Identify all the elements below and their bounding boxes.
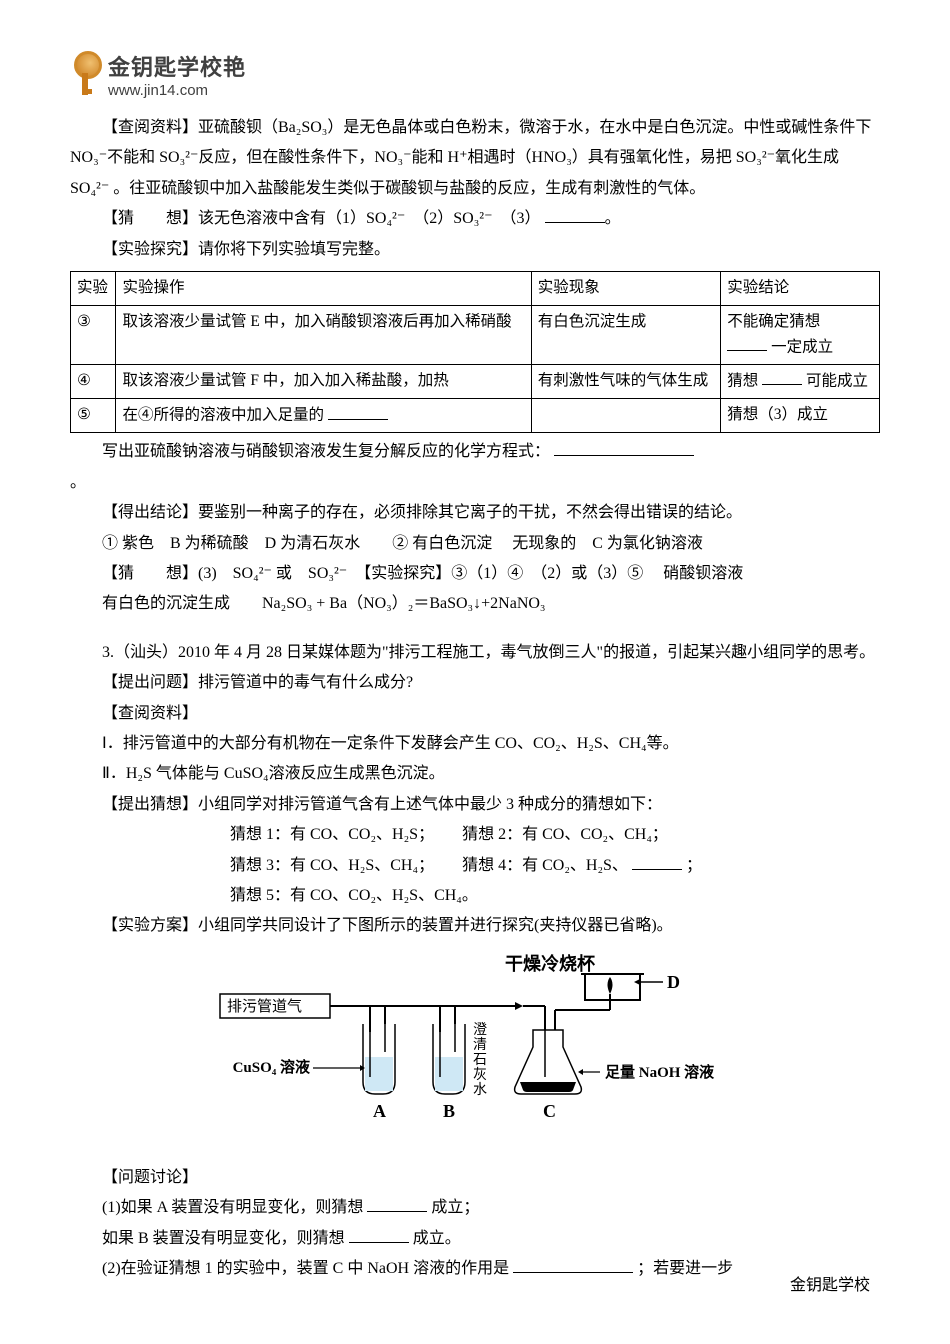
cai3: 猜想 3：有 CO、H₂S、CH₄； — [230, 857, 426, 874]
th-concl: 实验结论 — [721, 271, 880, 305]
c-label: 足量 NaOH 溶液 — [605, 1063, 715, 1081]
blank-concl-4 — [762, 369, 802, 386]
mark-C: C — [543, 1101, 556, 1121]
experiment-table: 实验 实验操作 实验现象 实验结论 ③ 取该溶液少量试管 E 中，加入硝酸钡溶液… — [70, 271, 880, 433]
answer-line-2: 【猜 想】(3) SO₄²⁻ 或 SO₃²⁻ 【实验探究】③（1）④ （2）或（… — [70, 559, 880, 589]
q3-d2: (2)在验证猜想 1 的实验中，装置 C 中 NaOH 溶液的作用是 ；若要进一… — [70, 1254, 880, 1284]
blank-d1c — [349, 1226, 409, 1243]
paragraph-shiyan-intro: 【实验探究】请你将下列实验填写完整。 — [70, 235, 880, 265]
th-phenom: 实验现象 — [531, 271, 720, 305]
b-right-label: 澄 清 石 灰 水 — [473, 1022, 491, 1098]
caixiang-text: 【猜 想】该无色溶液中含有（1）SO₄²⁻ （2）SO₃²⁻ （3） — [102, 210, 541, 227]
blank-concl-3 — [727, 335, 767, 352]
answer-line-3: 有白色的沉淀生成 Na₂SO₃ + Ba（NO₃）₂＝BaSO₃↓+2NaNO₃ — [70, 589, 880, 619]
table-row: ⑤ 在④所得的溶液中加入足量的 猜想（3）成立 — [71, 399, 880, 433]
table-row: ③ 取该溶液少量试管 E 中，加入硝酸钡溶液后再加入稀硝酸 有白色沉淀生成 不能… — [71, 305, 880, 364]
mark-A: A — [373, 1101, 386, 1121]
cell-op: 取该溶液少量试管 F 中，加入加入稀盐酸，加热 — [116, 364, 531, 398]
th-num: 实验 — [71, 271, 116, 305]
q3-intro: 3.（汕头）2010 年 4 月 28 日某媒体题为"排污工程施工，毒气放倒三人… — [70, 638, 880, 668]
concl-text-b: 可能成立 — [806, 372, 868, 389]
cell-concl: 不能确定猜想 一定成立 — [721, 305, 880, 364]
diagram-title: 干燥冷烧杯 — [505, 953, 596, 974]
q3-II: Ⅱ．H₂S 气体能与 CuSO₄溶液反应生成黑色沉淀。 — [70, 759, 880, 789]
q3-scheme: 【实验方案】小组同学共同设计了下图所示的装置并进行探究(夹持仪器已省略)。 — [70, 911, 880, 941]
q3-cai-row2: 猜想 3：有 CO、H₂S、CH₄； 猜想 4：有 CO₂、H₂S、 ； — [70, 851, 880, 881]
paragraph-conclusion: 【得出结论】要鉴别一种离子的存在，必须排除其它离子的干扰，不然会得出错误的结论。 — [70, 498, 880, 528]
q3-I: Ⅰ．排污管道中的大部分有机物在一定条件下发酵会产生 CO、CO₂、H₂S、CH₄… — [70, 729, 880, 759]
cell-num: ④ — [71, 364, 116, 398]
mark-D: D — [667, 972, 680, 992]
blank-equation — [554, 439, 694, 456]
q3-chayue: 【查阅资料】 — [70, 699, 880, 729]
cai4a: 猜想 4：有 CO₂、H₂S、 — [462, 857, 628, 874]
paragraph-caixiang: 【猜 想】该无色溶液中含有（1）SO₄²⁻ （2）SO₃²⁻ （3） 。 — [70, 204, 880, 234]
cell-phenom — [531, 399, 720, 433]
cell-concl: 猜想（3）成立 — [721, 399, 880, 433]
blank-op-5 — [328, 403, 388, 420]
table-row: ④ 取该溶液少量试管 F 中，加入加入稀盐酸，加热 有刺激性气味的气体生成 猜想… — [71, 364, 880, 398]
cai4b: ； — [686, 857, 702, 874]
period-line: 。 — [70, 468, 880, 498]
key-icon — [70, 51, 102, 99]
d1b: 成立； — [431, 1199, 479, 1216]
cell-phenom: 有白色沉淀生成 — [531, 305, 720, 364]
q3-discuss: 【问题讨论】 — [70, 1163, 880, 1193]
cell-op: 在④所得的溶液中加入足量的 — [116, 399, 531, 433]
concl-text-a: 不能确定猜想 — [727, 313, 820, 330]
answer-line-1: ① 紫色 B 为稀硫酸 D 为清石灰水 ② 有白色沉淀 无现象的 C 为氯化钠溶… — [70, 529, 880, 559]
q3-tichu: 【提出问题】排污管道中的毒气有什么成分? — [70, 668, 880, 698]
th-op: 实验操作 — [116, 271, 531, 305]
equation-prompt: 写出亚硫酸钠溶液与硝酸钡溶液发生复分解反应的化学方程式： — [70, 437, 880, 467]
cai2: 猜想 2：有 CO、CO₂、CH₄； — [462, 826, 668, 843]
blank-d2a — [513, 1256, 633, 1273]
cell-num: ⑤ — [71, 399, 116, 433]
paragraph-chayue: 【查阅资料】亚硫酸钡（Ba₂SO₃）是无色晶体或白色粉末，微溶于水，在水中是白色… — [70, 113, 880, 204]
d1a: (1)如果 A 装置没有明显变化，则猜想 — [102, 1199, 363, 1216]
blank-cai4 — [632, 853, 682, 870]
cai1: 猜想 1：有 CO、CO₂、H₂S； — [230, 826, 426, 843]
a-label: CuSO₄ 溶液 — [233, 1058, 311, 1076]
cell-num: ③ — [71, 305, 116, 364]
op-text: 在④所得的溶液中加入足量的 — [122, 407, 324, 424]
blank-d1a — [367, 1195, 427, 1212]
q3-cai-row3: 猜想 5：有 CO、CO₂、H₂S、CH₄。 — [70, 881, 880, 911]
d1d: 成立。 — [413, 1230, 461, 1247]
cell-phenom: 有刺激性气味的气体生成 — [531, 364, 720, 398]
equation-prompt-text: 写出亚硫酸钠溶液与硝酸钡溶液发生复分解反应的化学方程式： — [102, 443, 550, 460]
cell-concl: 猜想 可能成立 — [721, 364, 880, 398]
concl-text-b: 一定成立 — [771, 338, 833, 355]
d2a: (2)在验证猜想 1 的实验中，装置 C 中 NaOH 溶液的作用是 — [102, 1260, 509, 1277]
logo-cn-text: 金钥匙学校艳 — [108, 50, 246, 82]
logo-block: 金钥匙学校艳 www.jin14.com — [70, 50, 880, 99]
apparatus-diagram: 干燥冷烧杯 排污管道气 — [70, 952, 880, 1153]
cell-op: 取该溶液少量试管 E 中，加入硝酸钡溶液后再加入稀硝酸 — [116, 305, 531, 364]
page-footer: 金钥匙学校 — [790, 1271, 870, 1295]
d1c: 如果 B 装置没有明显变化，则猜想 — [102, 1230, 345, 1247]
q3-d1c: 如果 B 装置没有明显变化，则猜想 成立。 — [70, 1224, 880, 1254]
q3-cai-intro: 【提出猜想】小组同学对排污管道气含有上述气体中最少 3 种成分的猜想如下： — [70, 790, 880, 820]
q3-cai-row1: 猜想 1：有 CO、CO₂、H₂S； 猜想 2：有 CO、CO₂、CH₄； — [70, 820, 880, 850]
table-header-row: 实验 实验操作 实验现象 实验结论 — [71, 271, 880, 305]
concl-text-a: 猜想 — [727, 372, 758, 389]
logo-url: www.jin14.com — [108, 82, 246, 99]
cai5: 猜想 5：有 CO、CO₂、H₂S、CH₄。 — [230, 887, 478, 904]
mark-B: B — [443, 1101, 455, 1121]
pipe-label: 排污管道气 — [227, 998, 302, 1015]
d2b: ；若要进一步 — [637, 1260, 733, 1277]
q3-d1: (1)如果 A 装置没有明显变化，则猜想 成立； — [70, 1193, 880, 1223]
blank-caixiang-3 — [545, 206, 605, 223]
